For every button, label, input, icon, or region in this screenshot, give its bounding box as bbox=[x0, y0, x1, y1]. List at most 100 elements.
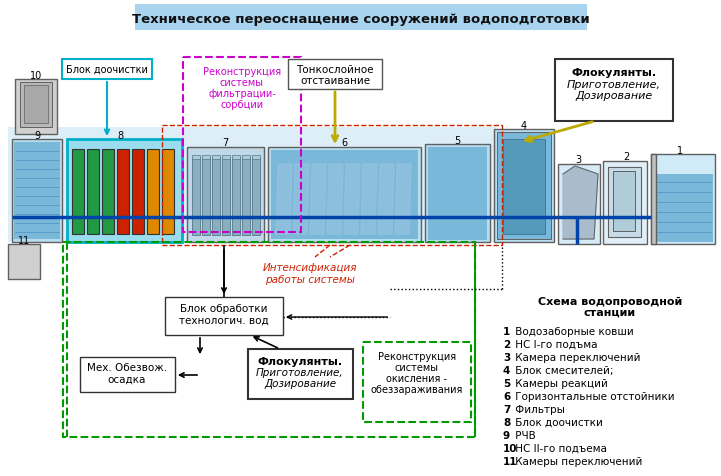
Text: РЧВ: РЧВ bbox=[512, 430, 536, 440]
Bar bbox=[8, 245, 40, 279]
Text: 9: 9 bbox=[503, 430, 510, 440]
Bar bbox=[67, 140, 182, 242]
Bar bbox=[651, 155, 656, 245]
Bar bbox=[24, 86, 48, 124]
Bar bbox=[192, 158, 200, 236]
Bar bbox=[503, 140, 545, 235]
Bar bbox=[232, 158, 240, 236]
Text: Реконструкция: Реконструкция bbox=[203, 67, 281, 77]
Text: Дозирование: Дозирование bbox=[264, 378, 336, 388]
Text: Мех. Обезвож.: Мех. Обезвож. bbox=[87, 362, 167, 372]
Text: 1: 1 bbox=[677, 146, 683, 156]
Bar bbox=[222, 156, 230, 159]
Bar bbox=[87, 149, 99, 235]
Text: 10: 10 bbox=[503, 443, 518, 453]
Text: Блок доочистки: Блок доочистки bbox=[512, 417, 603, 427]
Text: Фильтры: Фильтры bbox=[512, 404, 565, 414]
Bar bbox=[12, 140, 62, 242]
Bar bbox=[202, 158, 210, 236]
Text: 8: 8 bbox=[503, 417, 510, 427]
Text: НС I-го подъма: НС I-го подъма bbox=[512, 339, 598, 349]
Bar bbox=[15, 80, 57, 135]
Bar bbox=[288, 60, 382, 90]
Bar bbox=[651, 155, 715, 245]
Text: 6: 6 bbox=[503, 391, 510, 401]
Bar bbox=[8, 128, 496, 242]
Bar bbox=[271, 151, 418, 239]
Text: 9: 9 bbox=[34, 131, 40, 141]
Bar bbox=[187, 148, 264, 242]
Text: 5: 5 bbox=[454, 136, 460, 146]
Text: технологич. вод: технологич. вод bbox=[180, 315, 269, 325]
Polygon shape bbox=[361, 165, 377, 235]
Text: Интенсификация: Интенсификация bbox=[262, 262, 357, 272]
Bar bbox=[252, 158, 260, 236]
Text: 3: 3 bbox=[575, 155, 581, 165]
Text: 4: 4 bbox=[521, 121, 527, 131]
Text: 5: 5 bbox=[503, 378, 510, 388]
Bar bbox=[608, 168, 641, 238]
Bar bbox=[497, 133, 551, 239]
Text: Блок смесителей;: Блок смесителей; bbox=[512, 365, 614, 375]
Bar bbox=[192, 156, 200, 159]
Polygon shape bbox=[395, 165, 411, 235]
Text: фильтрации-: фильтрации- bbox=[208, 89, 276, 99]
Polygon shape bbox=[327, 165, 343, 235]
Bar bbox=[132, 149, 144, 235]
Text: обеззараживания: обеззараживания bbox=[371, 384, 463, 394]
Bar bbox=[653, 175, 713, 242]
Text: Приготовление,: Приготовление, bbox=[256, 367, 344, 377]
Text: работы системы: работы системы bbox=[265, 275, 355, 284]
Bar bbox=[72, 149, 84, 235]
Text: 11: 11 bbox=[18, 236, 30, 246]
Bar bbox=[428, 148, 487, 240]
Bar bbox=[62, 60, 152, 80]
Bar bbox=[147, 149, 159, 235]
Text: 4: 4 bbox=[503, 365, 510, 375]
Text: окисления -: окисления - bbox=[386, 373, 448, 383]
Bar bbox=[20, 83, 52, 128]
Text: Техническое переоснащение сооружений водоподготовки: Техническое переоснащение сооружений вод… bbox=[132, 12, 590, 25]
Bar bbox=[603, 162, 647, 245]
Bar bbox=[212, 156, 220, 159]
Bar bbox=[80, 357, 175, 392]
Bar bbox=[202, 156, 210, 159]
Text: 11: 11 bbox=[503, 456, 518, 466]
Text: 7: 7 bbox=[222, 138, 228, 148]
Polygon shape bbox=[310, 165, 326, 235]
Text: Дозирование: Дозирование bbox=[575, 91, 653, 101]
Polygon shape bbox=[276, 165, 292, 235]
Text: осадка: осадка bbox=[108, 374, 146, 384]
Bar bbox=[117, 149, 129, 235]
Text: Водозаборные ковши: Водозаборные ковши bbox=[512, 327, 634, 336]
Bar bbox=[162, 149, 174, 235]
Bar bbox=[212, 158, 220, 236]
Bar bbox=[248, 349, 353, 399]
Text: станции: станции bbox=[584, 307, 636, 317]
Text: отстаивание: отстаивание bbox=[300, 76, 370, 86]
Bar bbox=[232, 156, 240, 159]
Text: Камера переключений: Камера переключений bbox=[512, 352, 640, 362]
Bar bbox=[494, 130, 554, 242]
Bar bbox=[135, 5, 587, 31]
Polygon shape bbox=[378, 165, 394, 235]
Text: 1: 1 bbox=[503, 327, 510, 336]
Bar bbox=[162, 126, 502, 246]
Polygon shape bbox=[293, 165, 309, 235]
Text: Тонкослойное: Тонкослойное bbox=[296, 65, 373, 75]
Bar bbox=[14, 143, 60, 239]
Text: системы: системы bbox=[395, 362, 439, 372]
Bar bbox=[268, 148, 421, 242]
Bar bbox=[222, 158, 230, 236]
Text: 3: 3 bbox=[503, 352, 510, 362]
Text: Схема водопроводной: Схема водопроводной bbox=[538, 297, 682, 307]
Text: системы: системы bbox=[220, 78, 264, 88]
Text: сорбции: сорбции bbox=[221, 100, 264, 110]
Text: Флокулянты.: Флокулянты. bbox=[257, 356, 342, 366]
Bar bbox=[242, 156, 250, 159]
Text: 8: 8 bbox=[117, 131, 123, 141]
Text: Камеры реакций: Камеры реакций bbox=[512, 378, 608, 388]
Bar bbox=[165, 298, 283, 335]
Bar bbox=[558, 165, 600, 245]
Text: 7: 7 bbox=[503, 404, 510, 414]
